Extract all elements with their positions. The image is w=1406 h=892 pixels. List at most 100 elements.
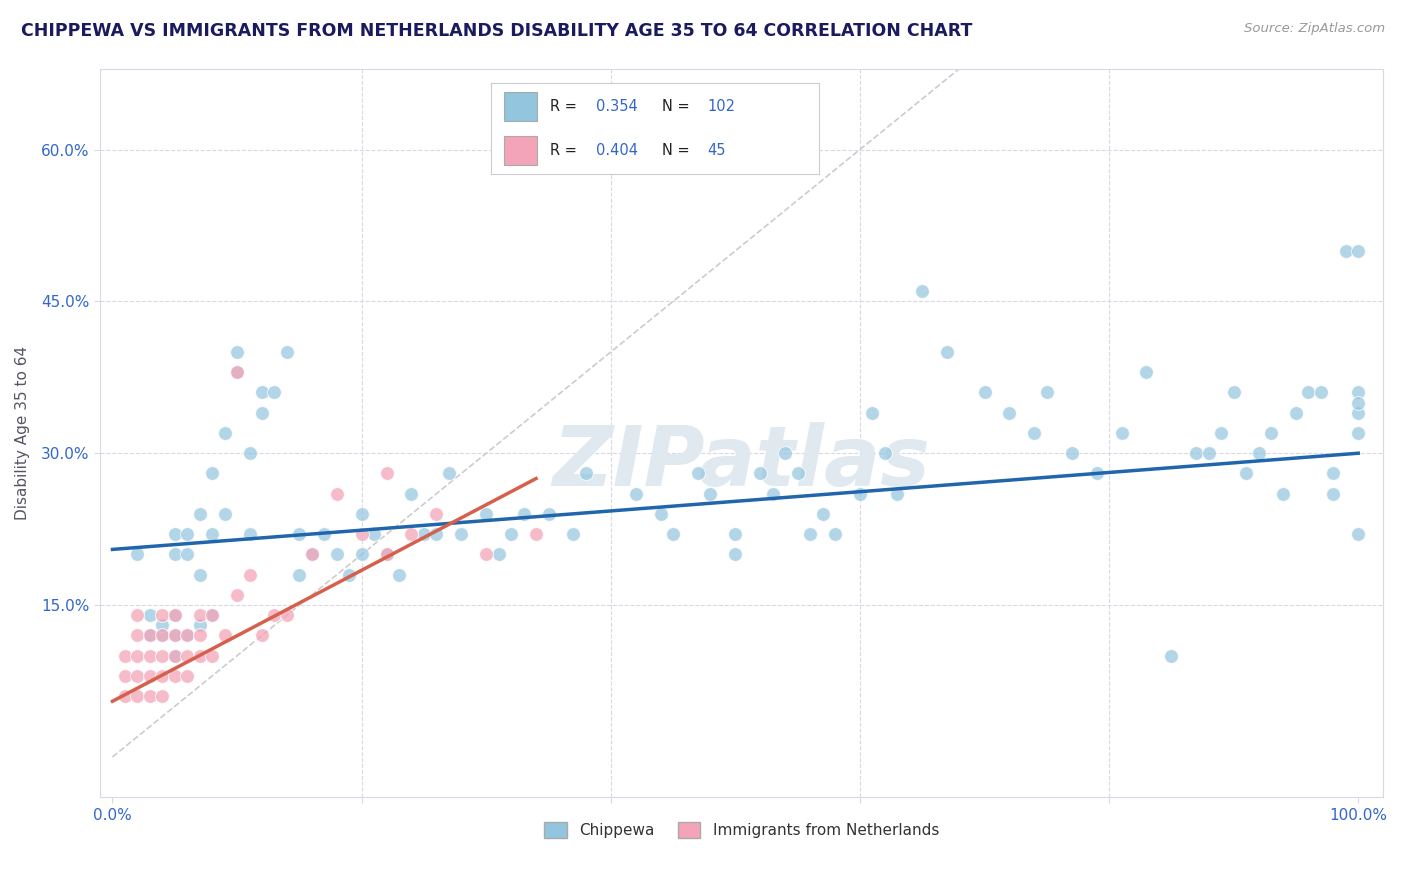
Point <box>401 527 423 541</box>
Point <box>163 669 186 683</box>
Point <box>163 608 186 623</box>
Point <box>288 567 311 582</box>
Point <box>662 527 685 541</box>
Point <box>201 527 224 541</box>
Point <box>139 648 162 663</box>
Point <box>799 527 821 541</box>
Point <box>337 567 360 582</box>
Point <box>425 507 447 521</box>
Point <box>301 548 323 562</box>
Point <box>1347 425 1369 440</box>
Point <box>188 567 211 582</box>
Point <box>973 385 995 400</box>
Point <box>163 628 186 642</box>
Point <box>350 507 373 521</box>
Point <box>214 628 236 642</box>
Point <box>150 669 173 683</box>
Point <box>1322 467 1344 481</box>
Point <box>699 487 721 501</box>
Point <box>388 567 411 582</box>
Point <box>475 548 498 562</box>
Point <box>214 425 236 440</box>
Point <box>425 527 447 541</box>
Point <box>176 648 198 663</box>
Point <box>488 548 510 562</box>
Point <box>413 527 436 541</box>
Point <box>176 548 198 562</box>
Point <box>276 345 298 359</box>
Point <box>375 548 398 562</box>
Point <box>1260 425 1282 440</box>
Legend: Chippewa, Immigrants from Netherlands: Chippewa, Immigrants from Netherlands <box>538 816 945 845</box>
Point <box>325 548 347 562</box>
Point <box>1036 385 1059 400</box>
Point <box>276 608 298 623</box>
Point <box>401 487 423 501</box>
Point <box>773 446 796 460</box>
Point <box>1160 648 1182 663</box>
Point <box>150 628 173 642</box>
Point <box>127 690 149 704</box>
Point <box>150 618 173 632</box>
Point <box>849 487 872 501</box>
Text: ZIPatlas: ZIPatlas <box>553 422 931 502</box>
Point <box>127 548 149 562</box>
Point <box>288 527 311 541</box>
Point <box>350 527 373 541</box>
Point <box>127 628 149 642</box>
Point <box>263 608 285 623</box>
Point <box>139 628 162 642</box>
Point <box>575 467 598 481</box>
Point <box>873 446 896 460</box>
Point <box>250 406 273 420</box>
Point <box>176 628 198 642</box>
Y-axis label: Disability Age 35 to 64: Disability Age 35 to 64 <box>15 346 30 520</box>
Point <box>163 548 186 562</box>
Point <box>127 669 149 683</box>
Point <box>325 487 347 501</box>
Point <box>363 527 385 541</box>
Point <box>524 527 547 541</box>
Point <box>201 467 224 481</box>
Point <box>998 406 1021 420</box>
Point <box>188 648 211 663</box>
Point <box>250 385 273 400</box>
Point <box>1060 446 1083 460</box>
Text: Source: ZipAtlas.com: Source: ZipAtlas.com <box>1244 22 1385 36</box>
Point <box>263 385 285 400</box>
Point <box>1347 395 1369 409</box>
Text: CHIPPEWA VS IMMIGRANTS FROM NETHERLANDS DISABILITY AGE 35 TO 64 CORRELATION CHAR: CHIPPEWA VS IMMIGRANTS FROM NETHERLANDS … <box>21 22 973 40</box>
Point <box>163 628 186 642</box>
Point <box>1347 406 1369 420</box>
Point <box>114 690 136 704</box>
Point <box>238 527 260 541</box>
Point <box>1322 487 1344 501</box>
Point <box>1185 446 1208 460</box>
Point <box>599 143 621 157</box>
Point <box>238 446 260 460</box>
Point <box>437 467 460 481</box>
Point <box>1111 425 1133 440</box>
Point <box>1247 446 1270 460</box>
Point <box>1211 425 1233 440</box>
Point <box>139 690 162 704</box>
Point <box>1234 467 1257 481</box>
Point <box>163 648 186 663</box>
Point <box>650 507 672 521</box>
Point <box>201 608 224 623</box>
Point <box>724 548 747 562</box>
Point <box>163 527 186 541</box>
Point <box>150 608 173 623</box>
Point <box>127 608 149 623</box>
Point <box>1334 244 1357 258</box>
Point <box>911 285 934 299</box>
Point <box>1198 446 1220 460</box>
Point <box>150 648 173 663</box>
Point <box>150 628 173 642</box>
Point <box>176 628 198 642</box>
Point <box>226 345 249 359</box>
Point <box>250 628 273 642</box>
Point <box>811 507 834 521</box>
Point <box>762 487 785 501</box>
Point <box>201 608 224 623</box>
